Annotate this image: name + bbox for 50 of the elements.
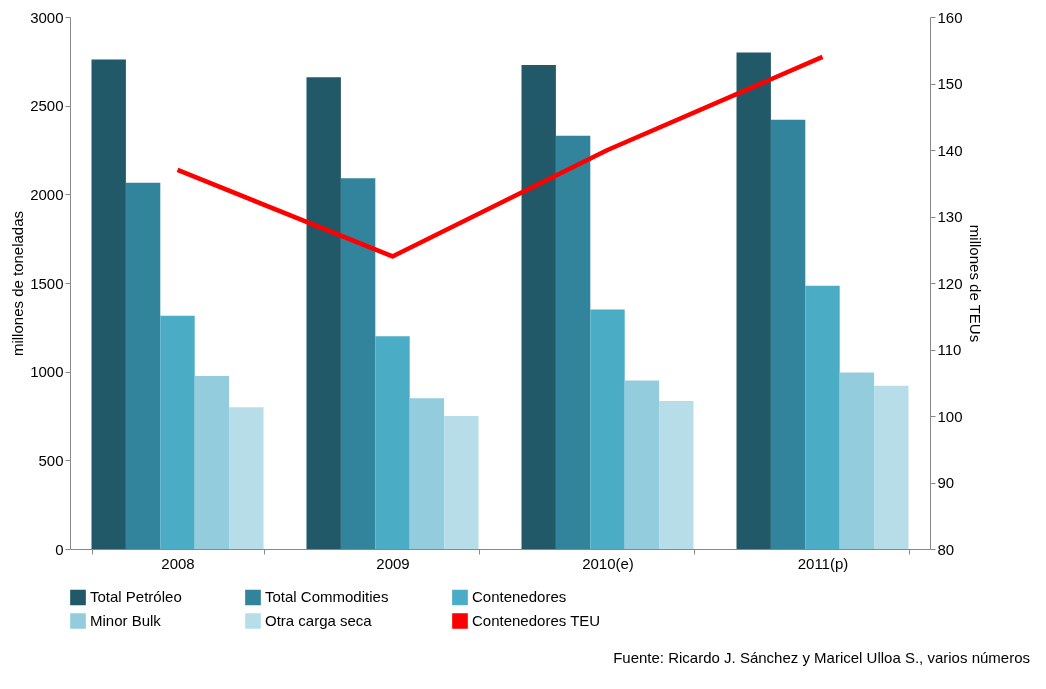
y2-tick-label: 90 bbox=[937, 474, 955, 491]
bar bbox=[590, 309, 625, 549]
bar bbox=[125, 182, 161, 549]
y2-tick-label: 140 bbox=[937, 141, 963, 159]
y2-tick-label: 160 bbox=[937, 8, 963, 26]
bar bbox=[874, 385, 909, 549]
bar bbox=[229, 407, 264, 549]
bar bbox=[624, 380, 660, 549]
bar bbox=[736, 52, 771, 549]
bar bbox=[409, 398, 445, 549]
y2-tick-label: 80 bbox=[937, 540, 955, 558]
line-series bbox=[175, 54, 825, 259]
y-tick-label: 500 bbox=[38, 451, 64, 469]
y2-tick-label: 150 bbox=[937, 75, 963, 92]
y-tick-label: 1000 bbox=[30, 363, 64, 381]
legend-label: Otra carga seca bbox=[265, 612, 373, 629]
y2-tick-label: 110 bbox=[937, 341, 962, 358]
y-tick-label: 2500 bbox=[30, 97, 64, 115]
y2-tick-label: 130 bbox=[937, 208, 963, 225]
y2-tick-label: 120 bbox=[937, 274, 963, 292]
bar bbox=[770, 119, 806, 549]
bar bbox=[444, 416, 479, 549]
bar bbox=[340, 178, 376, 549]
source-note: Fuente: Ricardo J. Sánchez y Maricel Ulloa S., varios números bbox=[612, 649, 1030, 666]
bar bbox=[194, 376, 230, 549]
y-tick-label: 1500 bbox=[30, 274, 64, 292]
y-tick-label: 2000 bbox=[30, 185, 64, 203]
bar bbox=[160, 315, 195, 549]
bar bbox=[521, 64, 556, 549]
x-tick-label: 2010(e) bbox=[582, 554, 634, 572]
y2-tick-label: 100 bbox=[937, 407, 963, 425]
legend-label: Total Commodities bbox=[265, 588, 389, 606]
bar bbox=[839, 372, 875, 549]
bar bbox=[306, 77, 341, 549]
bar bbox=[659, 400, 694, 549]
y-tick-label: 0 bbox=[55, 540, 64, 558]
x-tick-label: 2008 bbox=[161, 554, 195, 572]
y-axis-title: millones de toneladas bbox=[9, 210, 27, 357]
x-tick-label: 2011(p) bbox=[797, 554, 849, 572]
bar bbox=[91, 59, 126, 549]
bar bbox=[375, 336, 410, 549]
legend-label: Contenedores TEU bbox=[472, 612, 601, 629]
y-tick-label: 3000 bbox=[30, 8, 64, 26]
y2-axis-title: millones de TEUs bbox=[966, 224, 984, 343]
x-tick-label: 2009 bbox=[376, 554, 410, 572]
bar bbox=[555, 135, 591, 549]
legend-label: Minor Bulk bbox=[90, 612, 162, 629]
legend-label: Contenedores bbox=[472, 588, 567, 606]
bar bbox=[805, 285, 840, 549]
legend-label: Total Petróleo bbox=[90, 588, 182, 606]
